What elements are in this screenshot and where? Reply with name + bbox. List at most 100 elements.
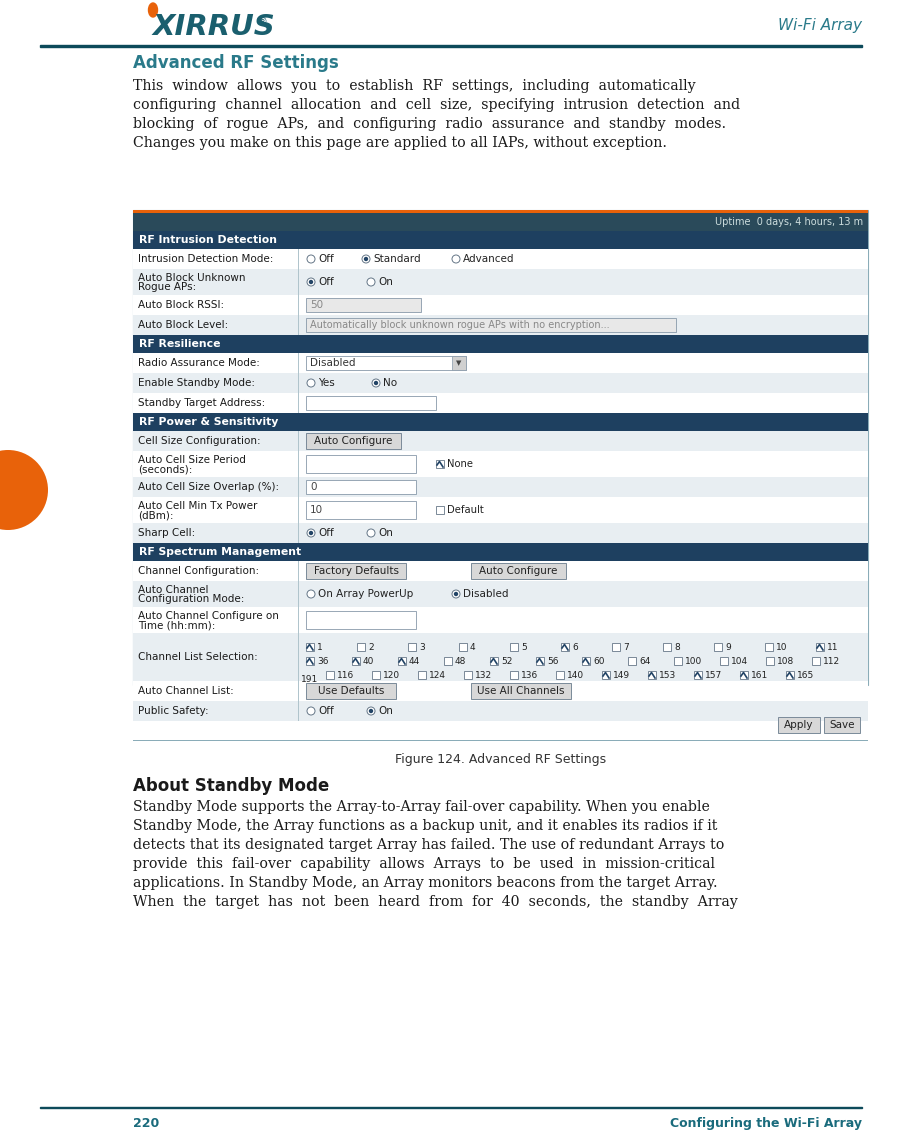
Bar bbox=[133, 681, 868, 702]
Text: configuring  channel  allocation  and  cell  size,  specifying  intrusion  detec: configuring channel allocation and cell … bbox=[133, 98, 740, 113]
Text: Channel Configuration:: Channel Configuration: bbox=[138, 566, 259, 576]
Text: Public Safety:: Public Safety: bbox=[138, 706, 209, 716]
Text: 7: 7 bbox=[623, 642, 629, 652]
Bar bbox=[408, 644, 416, 652]
Circle shape bbox=[367, 707, 375, 715]
Text: 108: 108 bbox=[777, 656, 795, 665]
Text: Auto Channel Configure on: Auto Channel Configure on bbox=[138, 611, 279, 621]
Text: Auto Block Level:: Auto Block Level: bbox=[138, 319, 228, 330]
Bar bbox=[133, 315, 868, 335]
Text: Standard: Standard bbox=[373, 254, 421, 264]
Text: ▼: ▼ bbox=[456, 360, 461, 366]
Bar bbox=[536, 657, 544, 665]
Text: When  the  target  has  not  been  heard  from  for  40  seconds,  the  standby : When the target has not been heard from … bbox=[133, 895, 738, 908]
Bar bbox=[714, 644, 722, 652]
Bar bbox=[306, 611, 416, 629]
Text: detects that its designated target Array has failed. The use of redundant Arrays: detects that its designated target Array… bbox=[133, 838, 724, 852]
Text: Auto Channel List:: Auto Channel List: bbox=[138, 686, 233, 696]
Bar bbox=[372, 671, 380, 679]
Text: On: On bbox=[378, 528, 393, 538]
Text: Disabled: Disabled bbox=[463, 589, 508, 599]
Bar bbox=[133, 497, 868, 523]
Text: Off: Off bbox=[318, 528, 333, 538]
Bar bbox=[133, 294, 868, 315]
Text: RF Power & Sensitivity: RF Power & Sensitivity bbox=[139, 417, 278, 428]
Bar bbox=[352, 657, 360, 665]
Text: ®: ® bbox=[258, 17, 268, 27]
Bar bbox=[694, 671, 702, 679]
Bar bbox=[298, 294, 299, 315]
Circle shape bbox=[307, 529, 315, 537]
Text: Rogue APs:: Rogue APs: bbox=[138, 282, 196, 292]
Text: 9: 9 bbox=[725, 642, 731, 652]
Text: 124: 124 bbox=[429, 671, 446, 680]
Text: Automatically block unknown rogue APs with no encryption...: Automatically block unknown rogue APs wi… bbox=[310, 319, 610, 330]
Text: None: None bbox=[447, 459, 473, 468]
Bar bbox=[436, 460, 444, 468]
Bar bbox=[663, 644, 671, 652]
Text: 5: 5 bbox=[521, 642, 527, 652]
Bar bbox=[298, 523, 299, 543]
Bar bbox=[298, 269, 299, 294]
Bar bbox=[510, 644, 518, 652]
Text: 0: 0 bbox=[310, 482, 316, 492]
Text: On: On bbox=[378, 277, 393, 287]
Text: 132: 132 bbox=[475, 671, 492, 680]
Circle shape bbox=[307, 379, 315, 387]
Bar bbox=[133, 633, 868, 681]
Circle shape bbox=[374, 381, 378, 385]
Circle shape bbox=[452, 590, 460, 598]
Circle shape bbox=[362, 255, 370, 263]
Bar bbox=[436, 506, 444, 514]
Bar bbox=[766, 657, 774, 665]
Text: No: No bbox=[383, 377, 397, 388]
Bar bbox=[459, 644, 467, 652]
Text: Off: Off bbox=[318, 706, 333, 716]
Circle shape bbox=[369, 708, 373, 713]
Bar bbox=[298, 561, 299, 581]
Circle shape bbox=[0, 450, 48, 530]
Circle shape bbox=[309, 531, 314, 536]
Bar bbox=[133, 373, 868, 393]
Bar bbox=[298, 497, 299, 523]
Text: Advanced: Advanced bbox=[463, 254, 514, 264]
Text: Auto Channel: Auto Channel bbox=[138, 586, 208, 595]
Bar bbox=[298, 352, 299, 373]
Bar bbox=[561, 644, 569, 652]
Bar bbox=[133, 431, 868, 451]
Text: Cell Size Configuration:: Cell Size Configuration: bbox=[138, 435, 260, 446]
Text: 220: 220 bbox=[133, 1117, 159, 1130]
Text: RF Resilience: RF Resilience bbox=[139, 339, 221, 349]
Bar bbox=[133, 335, 868, 352]
Bar bbox=[133, 543, 868, 561]
Bar bbox=[133, 231, 868, 249]
Text: Default: Default bbox=[447, 505, 484, 515]
Text: provide  this  fail-over  capability  allows  Arrays  to  be  used  in  mission-: provide this fail-over capability allows… bbox=[133, 857, 715, 871]
Bar bbox=[298, 393, 299, 413]
Bar bbox=[133, 702, 868, 721]
Bar bbox=[720, 657, 728, 665]
Text: On Array PowerUp: On Array PowerUp bbox=[318, 589, 414, 599]
Text: Use Defaults: Use Defaults bbox=[318, 686, 384, 696]
Circle shape bbox=[367, 529, 375, 537]
Bar bbox=[824, 717, 860, 733]
Bar bbox=[133, 413, 868, 431]
Text: XIRRUS: XIRRUS bbox=[152, 13, 275, 41]
Bar bbox=[306, 298, 421, 312]
Bar bbox=[740, 671, 748, 679]
Circle shape bbox=[307, 707, 315, 715]
Text: 8: 8 bbox=[674, 642, 679, 652]
Bar bbox=[765, 644, 773, 652]
Text: 2: 2 bbox=[368, 642, 374, 652]
Bar bbox=[298, 431, 299, 451]
Bar bbox=[133, 478, 868, 497]
Bar bbox=[786, 671, 794, 679]
Bar bbox=[471, 683, 571, 699]
Text: RF Intrusion Detection: RF Intrusion Detection bbox=[139, 235, 277, 244]
Text: This  window  allows  you  to  establish  RF  settings,  including  automaticall: This window allows you to establish RF s… bbox=[133, 78, 696, 93]
Bar bbox=[298, 702, 299, 721]
Bar bbox=[298, 451, 299, 478]
Circle shape bbox=[372, 379, 380, 387]
Text: Auto Block RSSI:: Auto Block RSSI: bbox=[138, 300, 224, 310]
Text: 10: 10 bbox=[310, 505, 323, 515]
